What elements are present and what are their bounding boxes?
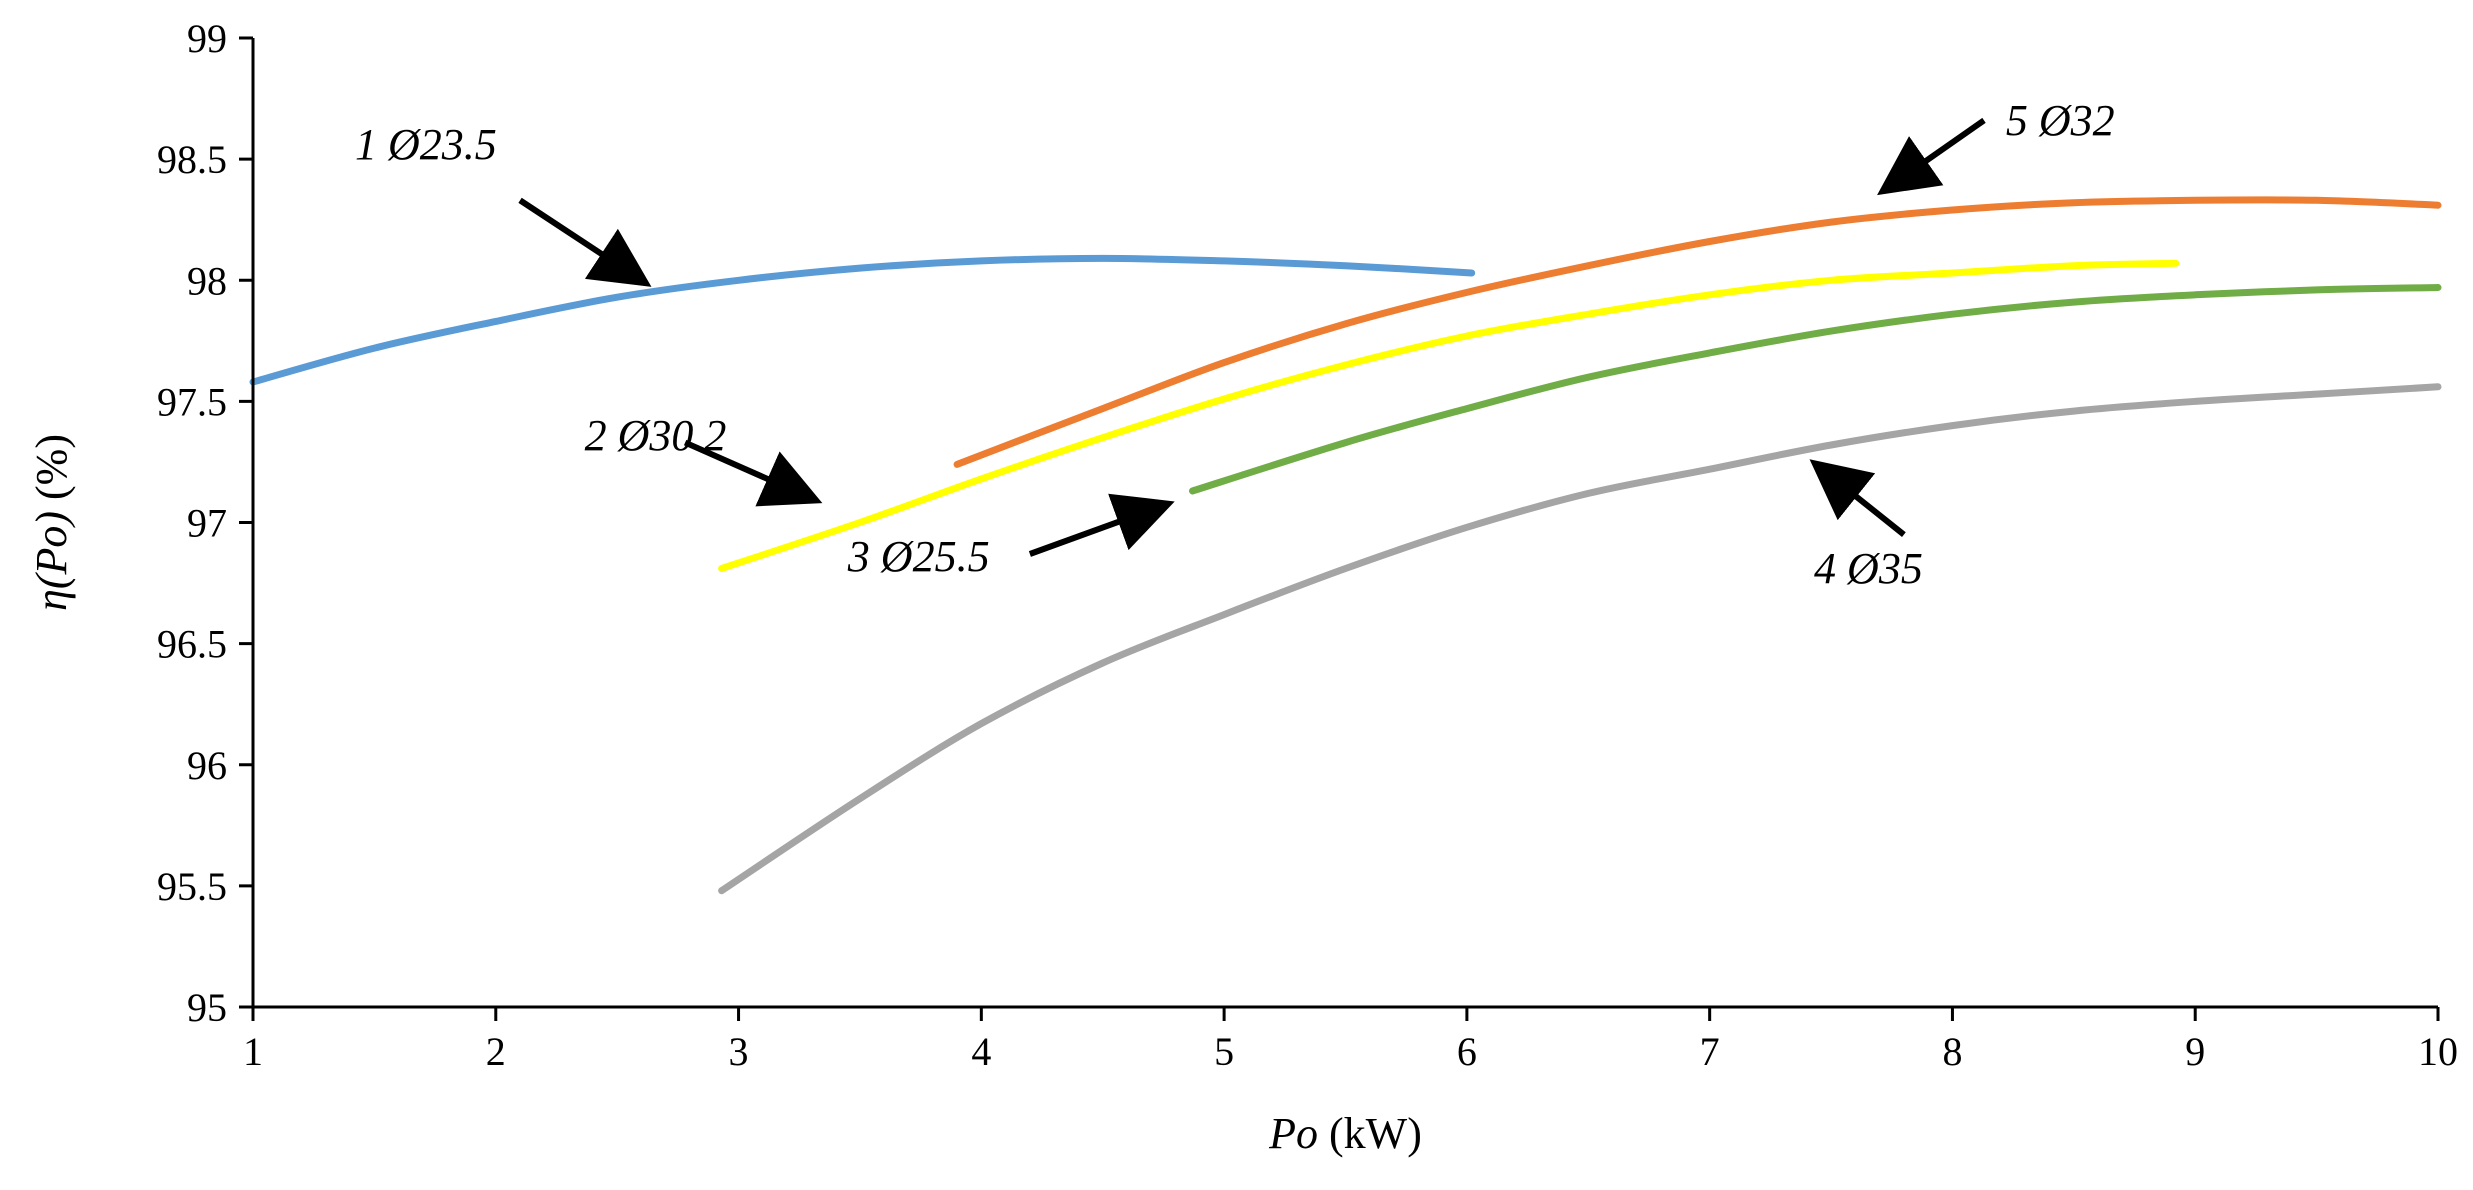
y-ticks: 95 95.5 96 96.5 97 97.5 98 98.5 99 [157,16,253,1030]
x-tick-label: 10 [2418,1029,2458,1074]
series-line-4 [718,383,2442,895]
x-tick-label: 3 [729,1029,749,1074]
x-axis-title: Po (kW) [1268,1109,1422,1158]
annotation-label-2: 2 Ø30.2 [585,411,727,460]
x-tick-label: 5 [1214,1029,1234,1074]
axes [251,38,2438,1009]
y-axis-title-symbol: η(Po) [27,511,76,611]
y-axis-title: η(Po) (%) [27,434,76,611]
series-line-5 [953,196,2442,468]
y-tick-label: 97.5 [157,379,227,424]
x-axis-title-symbol: Po [1268,1109,1318,1158]
x-tick-label: 1 [243,1029,263,1074]
annotation-arrow-1 [518,197,652,287]
x-tick-label: 2 [486,1029,506,1074]
x-tick-label: 8 [1942,1029,1962,1074]
series-line-2 [718,259,2180,572]
x-tick-label: 4 [971,1029,991,1074]
x-tick-label: 6 [1457,1029,1477,1074]
annotation-label-1: 1 Ø23.5 [355,120,497,169]
series-line-3 [1189,284,2442,495]
annotation-label-3: 3 Ø25.5 [847,532,990,581]
y-tick-label: 97 [187,501,227,546]
annotation-label-4: 4 Ø35 [1814,544,1923,593]
y-tick-label: 98.5 [157,137,227,182]
x-tick-label: 7 [1700,1029,1720,1074]
series-layer [249,196,2442,895]
annotation-arrows [518,117,1986,557]
y-axis-title-unit: (%) [27,434,76,511]
y-tick-label: 99 [187,16,227,61]
annotation-arrow-3 [1028,493,1175,557]
annotation-label-5: 5 Ø32 [2006,96,2115,145]
x-axis-title-unit: (kW) [1318,1109,1422,1158]
y-tick-label: 95 [187,985,227,1030]
x-tick-label: 9 [2185,1029,2205,1074]
y-tick-label: 95.5 [157,864,227,909]
annotation-arrow-4 [1809,459,1906,537]
y-tick-label: 96 [187,743,227,788]
x-ticks: 1 2 3 4 5 6 7 8 9 10 [243,1007,2458,1074]
annotation-labels: 1 Ø23.5 2 Ø30.2 3 Ø25.5 4 Ø35 5 Ø32 [355,96,2115,593]
y-tick-label: 96.5 [157,622,227,667]
annotation-arrow-2 [683,439,823,507]
annotation-arrow-5 [1877,117,1986,196]
y-tick-label: 98 [187,258,227,303]
series-line-1 [249,254,1476,386]
